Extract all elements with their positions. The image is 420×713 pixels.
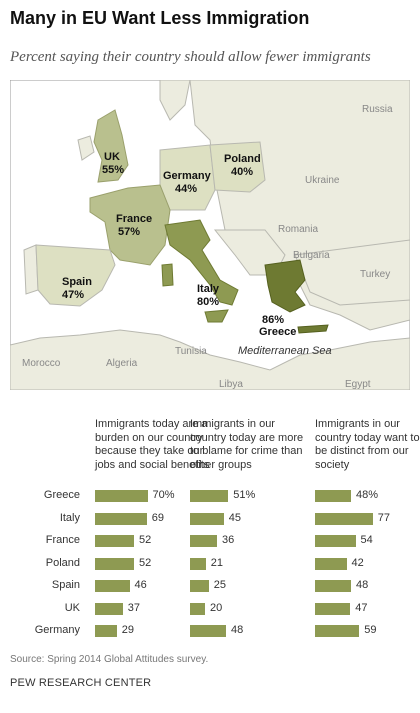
- row-label: Germany: [34, 624, 80, 636]
- bar-value-label: 42: [351, 556, 364, 569]
- map-label-germany: Germany: [163, 170, 212, 182]
- country-sicily: [204, 309, 229, 323]
- country-spain: [35, 244, 116, 307]
- column-header-distinct: Immigrants in our country today want to …: [315, 418, 420, 471]
- bar: [95, 535, 134, 547]
- bar: [190, 490, 229, 502]
- chart-subtitle: Percent saying their country should allo…: [10, 49, 371, 65]
- row-label: Greece: [43, 489, 80, 501]
- bar-value-label: 37: [127, 601, 140, 614]
- bar-value-label: 48: [231, 624, 244, 636]
- map-value-poland: 40%: [231, 166, 253, 178]
- source-note: Source: Spring 2014 Global Attitudes sur…: [10, 654, 209, 665]
- bar: [315, 490, 351, 502]
- column-header-burden: Immigrants today are a burden on our cou…: [95, 418, 210, 471]
- bar: [95, 490, 148, 502]
- map-label-greece: Greece: [259, 326, 296, 338]
- country-greece: [264, 259, 306, 313]
- country-italy: [164, 219, 239, 306]
- map-label-mediterranean: Mediterranean Sea: [238, 345, 332, 357]
- bar-value-label: 36: [222, 534, 235, 546]
- row-label: France: [45, 534, 80, 546]
- row-label: Italy: [59, 511, 80, 524]
- brand-logo-text: PEW RESEARCH CENTER: [10, 677, 152, 689]
- bar: [315, 535, 356, 547]
- map-label-spain: Spain: [62, 276, 92, 288]
- bar: [190, 557, 206, 570]
- bar: [315, 602, 351, 615]
- country-crete: [297, 324, 329, 334]
- bar-value-label: 77: [377, 511, 390, 524]
- map-label-egypt: Egypt: [345, 379, 371, 390]
- land-ireland: [77, 135, 95, 161]
- bar: [95, 580, 130, 592]
- bar-value-label: 47: [355, 601, 368, 614]
- bar-value-label: 52: [139, 556, 152, 569]
- bar-value-label: 21: [210, 556, 223, 569]
- bar: [315, 557, 347, 570]
- map-label-france: France: [116, 213, 152, 225]
- map-value-spain: 47%: [62, 289, 84, 301]
- map-label-morocco: Morocco: [22, 358, 61, 369]
- bar: [190, 512, 224, 525]
- bar-value-label: 52: [139, 534, 152, 546]
- bar: [315, 512, 373, 525]
- country-uk: [93, 109, 129, 183]
- bar-value-label: 48%: [356, 489, 379, 501]
- bar-value-label: 29: [121, 624, 134, 636]
- bar: [95, 602, 123, 615]
- row-label: Spain: [51, 579, 80, 591]
- map-label-tunisia: Tunisia: [175, 346, 207, 357]
- bar-value-label: 69: [151, 511, 164, 524]
- land-africa: [10, 329, 410, 390]
- bar: [190, 602, 205, 615]
- bar-value-label: 51%: [233, 489, 256, 501]
- bar: [95, 557, 134, 570]
- land-turkey: [294, 239, 410, 306]
- bar: [190, 535, 217, 547]
- country-france: [89, 184, 171, 266]
- map-value-france: 57%: [118, 226, 140, 238]
- bar: [95, 512, 147, 525]
- column-header-crime: Immigrants in our country today are more…: [190, 418, 304, 471]
- map-label-bulgaria: Bulgaria: [293, 250, 330, 261]
- map-label-algeria: Algeria: [106, 358, 138, 369]
- map-label-poland: Poland: [224, 153, 261, 165]
- bar-value-label: 45: [228, 511, 241, 524]
- map-label-uk: UK: [104, 151, 120, 163]
- country-sardinia: [161, 263, 174, 287]
- bar: [315, 580, 351, 592]
- bar: [315, 625, 360, 637]
- europe-map: UK 55% Germany 44% Poland 40% France 57%…: [10, 80, 410, 390]
- map-label-russia: Russia: [362, 104, 393, 115]
- bar-value-label: 48: [356, 579, 369, 591]
- map-label-turkey: Turkey: [360, 269, 390, 280]
- bar-value-label: 59: [364, 624, 377, 636]
- map-value-uk: 55%: [102, 164, 124, 176]
- map-value-germany: 44%: [175, 183, 197, 195]
- row-label: Poland: [45, 556, 80, 569]
- map-value-greece: 86%: [262, 314, 284, 326]
- bar: [190, 625, 226, 637]
- bar-value-label: 20: [210, 601, 223, 614]
- map-label-libya: Libya: [219, 379, 243, 390]
- land-scandinavia: [159, 80, 191, 121]
- row-label: UK: [64, 601, 80, 614]
- bar-value-label: 54: [360, 534, 373, 546]
- map-label-romania: Romania: [278, 224, 318, 235]
- bar-value-label: 25: [213, 579, 226, 591]
- map-value-italy: 80%: [197, 296, 219, 308]
- bar-value-label: 46: [134, 579, 147, 591]
- map-label-italy: Italy: [197, 283, 220, 295]
- country-poland: [209, 141, 266, 193]
- bar: [190, 580, 209, 592]
- chart-title: Many in EU Want Less Immigration: [10, 8, 310, 28]
- bar: [95, 625, 117, 637]
- bar-value-label: 70%: [152, 489, 175, 501]
- map-label-ukraine: Ukraine: [305, 175, 340, 186]
